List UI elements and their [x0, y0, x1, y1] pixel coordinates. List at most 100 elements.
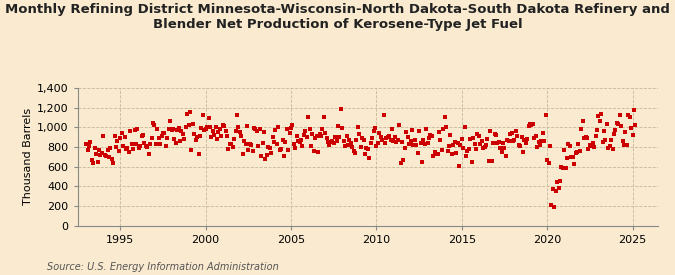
Point: [486, 159, 497, 163]
Point: [610, 128, 621, 132]
Point: [590, 134, 601, 139]
Point: [307, 131, 318, 136]
Point: [385, 138, 396, 142]
Point: [520, 141, 531, 145]
Point: [562, 156, 572, 160]
Point: [600, 138, 611, 142]
Point: [212, 136, 223, 141]
Point: [153, 136, 164, 141]
Point: [259, 130, 269, 134]
Point: [275, 147, 286, 151]
Point: [445, 133, 456, 137]
Point: [213, 130, 224, 134]
Point: [298, 133, 309, 138]
Point: [86, 158, 97, 162]
Point: [179, 136, 190, 141]
Point: [381, 135, 392, 140]
Point: [143, 152, 154, 156]
Point: [477, 139, 487, 143]
Point: [623, 113, 634, 117]
Point: [178, 131, 188, 136]
Point: [238, 152, 248, 156]
Point: [335, 107, 346, 112]
Text: Monthly Refining District Minnesota-Wisconsin-North Dakota-South Dakota Refinery: Monthly Refining District Minnesota-Wisc…: [5, 3, 670, 31]
Point: [593, 114, 603, 118]
Point: [603, 146, 614, 150]
Point: [351, 138, 362, 142]
Point: [493, 140, 504, 144]
Point: [155, 142, 165, 146]
Point: [205, 124, 215, 129]
Point: [176, 128, 187, 133]
Point: [323, 140, 333, 144]
Point: [314, 132, 325, 137]
Point: [346, 141, 356, 145]
Point: [458, 146, 468, 151]
Point: [240, 142, 251, 146]
Point: [189, 132, 200, 136]
Point: [408, 142, 418, 147]
Point: [159, 131, 170, 136]
Point: [250, 126, 261, 131]
Point: [95, 153, 106, 157]
Point: [441, 125, 452, 130]
Point: [364, 156, 375, 161]
Point: [352, 125, 363, 129]
Point: [126, 141, 137, 146]
Point: [261, 152, 272, 157]
Point: [566, 155, 576, 160]
Point: [102, 147, 113, 152]
Point: [270, 128, 281, 132]
Point: [470, 147, 481, 151]
Point: [502, 138, 513, 142]
Point: [315, 133, 326, 138]
Point: [438, 127, 449, 131]
Point: [524, 122, 535, 127]
Point: [405, 139, 416, 143]
Point: [140, 144, 151, 148]
Point: [180, 125, 191, 129]
Point: [416, 160, 427, 164]
Point: [616, 123, 626, 128]
Point: [284, 130, 295, 135]
Point: [605, 138, 616, 142]
Point: [462, 149, 473, 153]
Point: [182, 112, 192, 117]
Point: [388, 138, 399, 143]
Point: [260, 157, 271, 161]
Point: [361, 145, 372, 150]
Point: [496, 150, 507, 155]
Point: [341, 134, 352, 138]
Point: [165, 119, 176, 123]
Point: [509, 138, 520, 142]
Point: [337, 126, 348, 130]
Point: [246, 142, 256, 147]
Point: [585, 143, 595, 147]
Point: [540, 112, 551, 117]
Point: [576, 127, 587, 131]
Point: [443, 144, 454, 148]
Point: [122, 146, 133, 151]
Point: [374, 131, 385, 136]
Point: [495, 146, 506, 150]
Point: [144, 142, 155, 146]
Point: [454, 163, 464, 168]
Point: [559, 148, 570, 153]
Point: [266, 151, 277, 156]
Point: [435, 138, 446, 142]
Point: [234, 130, 245, 134]
Point: [124, 150, 134, 154]
Point: [333, 124, 344, 128]
Point: [455, 142, 466, 147]
Point: [348, 148, 359, 153]
Point: [92, 160, 103, 164]
Point: [419, 142, 430, 146]
Point: [327, 139, 338, 143]
Point: [371, 144, 382, 148]
Point: [439, 115, 450, 120]
Point: [167, 126, 178, 131]
Point: [469, 142, 480, 146]
Point: [599, 129, 610, 133]
Point: [254, 126, 265, 131]
Point: [230, 129, 241, 133]
